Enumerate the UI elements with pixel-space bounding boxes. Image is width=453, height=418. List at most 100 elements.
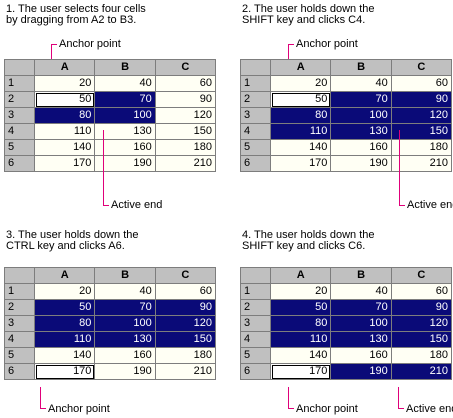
cell-c2: 90 — [154, 299, 217, 316]
row-header-6: 6 — [3, 155, 36, 172]
row-header-4: 4 — [239, 123, 272, 140]
table-row: 2 50 70 90 — [3, 91, 217, 108]
table-row: 1 20 40 60 — [239, 75, 453, 92]
step-2-panel: 2. The user holds down the SHIFT key and… — [236, 0, 453, 211]
cell-c5: 180 — [390, 139, 453, 156]
cell-b3: 100 — [94, 107, 156, 124]
step-4-anchor-label: Anchor point — [296, 403, 358, 415]
step-1-anchor-pointer-h — [51, 44, 57, 45]
cell-a2: 50 — [34, 299, 96, 316]
cell-b4: 130 — [330, 123, 392, 140]
cell-c5: 180 — [154, 347, 217, 364]
table-row: 6 170 190 210 — [3, 155, 217, 172]
cell-a6: 170 — [34, 363, 96, 380]
step-1-caption-line-2: by dragging from A2 to B3. — [6, 14, 137, 26]
row-header-1: 1 — [239, 283, 272, 300]
cell-a1: 20 — [34, 283, 96, 300]
table-row: 4 110 130 150 — [239, 123, 453, 140]
column-header-c: C — [390, 59, 453, 76]
step-3-spreadsheet: A B C 1 20 40 60 2 50 70 90 3 80 100 120 4 110 130 150 5 140… — [3, 267, 217, 380]
column-header-a: A — [34, 267, 96, 284]
step-2-active-pointer-h — [399, 205, 405, 206]
cell-b1: 40 — [94, 283, 156, 300]
step-1-anchor-label: Anchor point — [59, 38, 121, 50]
row-header-5: 5 — [3, 139, 36, 156]
cell-a5: 140 — [270, 347, 332, 364]
step-2-caption: 2. The user holds down the SHIFT key and… — [242, 4, 375, 26]
cell-c1: 60 — [154, 283, 217, 300]
column-header-c: C — [390, 267, 453, 284]
table-row: 6 170 190 210 — [3, 363, 217, 380]
cell-c4: 150 — [390, 123, 453, 140]
row-header-6: 6 — [239, 155, 272, 172]
table-row: 3 80 100 120 — [239, 315, 453, 332]
cell-a6: 170 — [270, 155, 332, 172]
cell-a5: 140 — [270, 139, 332, 156]
step-4-panel: 4. The user holds down the SHIFT key and… — [236, 209, 453, 418]
cell-a4: 110 — [34, 123, 96, 140]
table-row: 2 50 70 90 — [3, 299, 217, 316]
cell-c2: 90 — [390, 91, 453, 108]
step-2-active-pointer-v — [399, 130, 400, 206]
cell-b1: 40 — [94, 75, 156, 92]
cell-c1: 60 — [154, 75, 217, 92]
table-row: 2 50 70 90 — [239, 91, 453, 108]
cell-a5: 140 — [34, 347, 96, 364]
column-header-c: C — [154, 59, 217, 76]
step-1-active-pointer-v — [103, 130, 104, 206]
cell-b5: 160 — [94, 347, 156, 364]
step-3-anchor-pointer-h — [40, 408, 46, 409]
table-row: 4 110 130 150 — [3, 123, 217, 140]
row-header-6: 6 — [3, 363, 36, 380]
table-row: 3 80 100 120 — [3, 107, 217, 124]
cell-c5: 180 — [154, 139, 217, 156]
cell-b6: 190 — [330, 155, 392, 172]
step-1-active-label: Active end — [111, 199, 163, 211]
table-row: 6 170 190 210 — [239, 155, 453, 172]
cell-a3: 80 — [34, 315, 96, 332]
cell-b6: 190 — [94, 155, 156, 172]
cell-a2: 50 — [270, 299, 332, 316]
table-row: 4 110 130 150 — [239, 331, 453, 348]
step-4-caption-line-1: 4. The user holds down the — [242, 229, 375, 241]
cell-b4: 130 — [94, 123, 156, 140]
step-4-active-label: Active end — [406, 403, 453, 415]
cell-b2: 70 — [94, 91, 156, 108]
step-3-anchor-pointer-v — [40, 387, 41, 409]
cell-a1: 20 — [270, 283, 332, 300]
step-4-anchor-pointer-v — [288, 387, 289, 409]
table-row: 4 110 130 150 — [3, 331, 217, 348]
cell-c4: 150 — [154, 123, 217, 140]
row-header-4: 4 — [3, 331, 36, 348]
cell-a6: 170 — [34, 155, 96, 172]
table-row: 5 140 160 180 — [3, 139, 217, 156]
step-4-caption: 4. The user holds down the SHIFT key and… — [242, 230, 375, 252]
table-row: 5 140 160 180 — [239, 347, 453, 364]
cell-a3: 80 — [270, 107, 332, 124]
table-row: 1 20 40 60 — [239, 283, 453, 300]
step-3-panel: 3. The user holds down the CTRL key and … — [0, 209, 220, 418]
cell-c6: 210 — [390, 155, 453, 172]
table-row: 6 170 190 210 — [239, 363, 453, 380]
cell-a4: 110 — [34, 331, 96, 348]
table-row: 1 20 40 60 — [3, 283, 217, 300]
cell-a4: 110 — [270, 331, 332, 348]
cell-c6: 210 — [390, 363, 453, 380]
cell-c2: 90 — [154, 91, 217, 108]
cell-c1: 60 — [390, 283, 453, 300]
cell-a5: 140 — [34, 139, 96, 156]
cell-a1: 20 — [34, 75, 96, 92]
column-header-b: B — [330, 59, 392, 76]
row-header-3: 3 — [239, 315, 272, 332]
row-header-2: 2 — [239, 299, 272, 316]
row-header-6: 6 — [239, 363, 272, 380]
cell-c1: 60 — [390, 75, 453, 92]
step-3-caption-line-1: 3. The user holds down the — [6, 229, 139, 241]
cell-c3: 120 — [390, 107, 453, 124]
column-header-a: A — [34, 59, 96, 76]
column-header-a: A — [270, 59, 332, 76]
cell-a3: 80 — [34, 107, 96, 124]
row-header-3: 3 — [3, 107, 36, 124]
